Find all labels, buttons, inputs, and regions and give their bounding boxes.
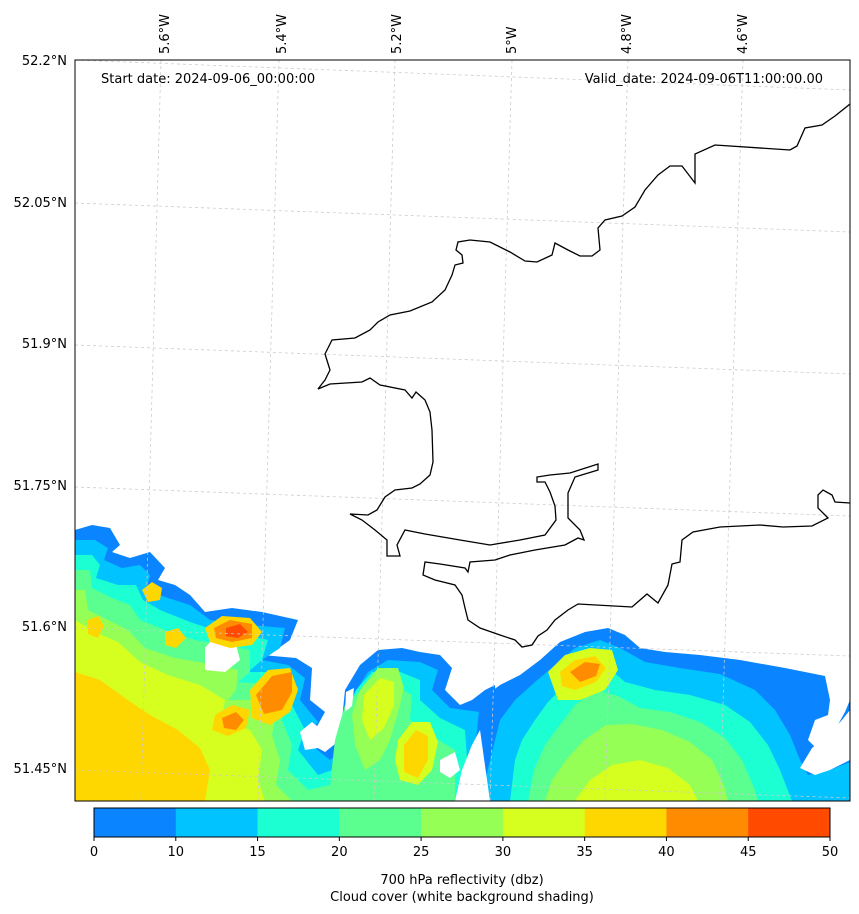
lat-label: 51.6°N xyxy=(22,620,67,635)
refl-east-cell-core xyxy=(570,662,600,682)
refl-cell-95 xyxy=(88,616,104,638)
lon-label: 5.4°W xyxy=(275,14,290,54)
refl-cell-230-peak xyxy=(226,624,248,638)
refl-hole-east xyxy=(800,710,850,775)
colorbar-segment xyxy=(257,808,340,837)
map-frame xyxy=(74,59,851,802)
refl-cell-150 xyxy=(142,582,162,602)
refl-hole-b xyxy=(300,722,322,750)
colorbar-frame xyxy=(93,807,831,838)
refl-hole-gap xyxy=(455,730,490,801)
start-date-label: Start date: 2024-09-06_00:00:00 xyxy=(101,72,315,87)
colorbar-tick-label: 30 xyxy=(495,845,512,860)
lat-label: 52.2°N xyxy=(22,54,67,69)
refl-cell-360-core xyxy=(362,678,394,740)
colorbar-segment xyxy=(421,808,504,837)
colorbar-label-line2: Cloud cover (white background shading) xyxy=(330,890,594,905)
coastline-north-bay xyxy=(317,103,850,390)
lat-label: 51.75°N xyxy=(14,479,67,494)
colorbar-tick-label: 15 xyxy=(249,845,266,860)
refl-cell-175 xyxy=(165,628,186,648)
colorbar-tick-label: 10 xyxy=(168,845,185,860)
lon-labels: 5.6°W 5.4°W 5.2°W 5°W 4.8°W 4.6°W xyxy=(158,14,751,54)
colorbar-segment xyxy=(502,808,586,837)
colorbar-label-line1: 700 hPa reflectivity (dbz) xyxy=(380,873,543,888)
lat-label: 51.45°N xyxy=(14,762,67,777)
lat-label: 51.9°N xyxy=(22,337,67,352)
refl-hole-c xyxy=(345,688,354,712)
lat-labels: 52.2°N 52.05°N 51.9°N 51.75°N 51.6°N 51.… xyxy=(14,54,67,777)
colorbar-tick-label: 25 xyxy=(413,845,430,860)
colorbar-tick-label: 20 xyxy=(331,845,348,860)
lon-label: 5.2°W xyxy=(390,14,405,54)
lon-label: 4.8°W xyxy=(620,14,635,54)
map-layers xyxy=(75,60,850,801)
refl-cell-225-core xyxy=(222,712,244,730)
lat-label: 52.05°N xyxy=(14,196,67,211)
colorbar-segment xyxy=(748,808,831,837)
colorbar-tick-label: 35 xyxy=(576,845,593,860)
refl-hole-d xyxy=(440,752,460,778)
lon-label: 5.6°W xyxy=(158,14,173,54)
valid-date-label: Valid_date: 2024-09-06T11:00:00.00 xyxy=(585,72,823,87)
refl-cell-260-core xyxy=(256,672,292,714)
colorbar-tick-label: 0 xyxy=(90,845,98,860)
colorbar: 0 10 15 20 25 30 35 40 45 50 xyxy=(90,807,839,860)
lon-label: 5°W xyxy=(505,26,520,54)
colorbar-segment xyxy=(94,808,177,837)
colorbar-tick-label: 45 xyxy=(740,845,757,860)
reflectivity-field xyxy=(75,525,850,801)
colorbar-segment xyxy=(339,808,422,837)
coastline-north xyxy=(317,377,850,648)
coastlines xyxy=(317,103,850,648)
refl-west-35-40 xyxy=(75,672,210,801)
colorbar-tick-label: 50 xyxy=(822,845,839,860)
lon-label: 4.6°W xyxy=(736,14,751,54)
refl-cell-410-core xyxy=(404,730,428,778)
colorbar-segment xyxy=(584,808,667,837)
colorbar-segment xyxy=(175,808,259,837)
colorbar-tick-label: 40 xyxy=(658,845,675,860)
colorbar-segment xyxy=(666,808,749,837)
